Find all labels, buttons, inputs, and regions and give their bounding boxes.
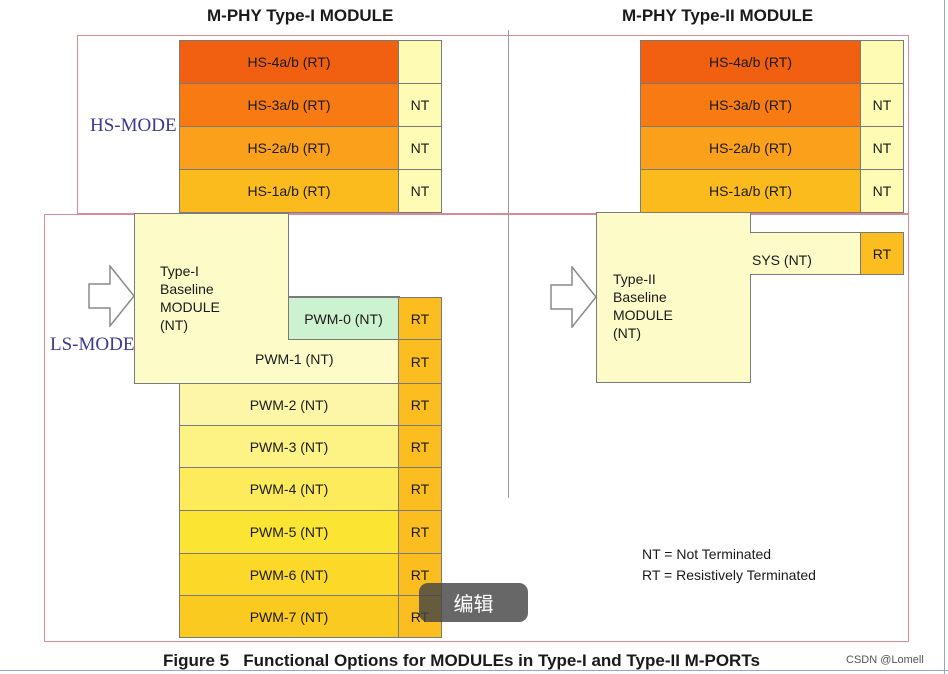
pwm2-term-cell: RT <box>398 383 442 426</box>
type2-hs2-cell: HS-2a/b (RT) <box>640 126 861 170</box>
pwm1-term-cell: RT <box>398 339 442 384</box>
type1-hs4-term-cell <box>398 40 442 84</box>
pwm7-cell: PWM-7 (NT) <box>179 595 399 638</box>
type2-hs1-cell: HS-1a/b (RT) <box>640 169 861 213</box>
type1-hs3-cell: HS-3a/b (RT) <box>179 83 399 127</box>
pwm6-cell: PWM-6 (NT) <box>179 553 399 596</box>
pwm0-term-cell: RT <box>398 297 442 340</box>
type1-hs2-term-cell: NT <box>398 126 442 170</box>
pwm4-cell: PWM-4 (NT) <box>179 467 399 511</box>
pwm3-cell: PWM-3 (NT) <box>179 425 399 468</box>
type1-hs4-cell: HS-4a/b (RT) <box>179 40 399 84</box>
csdn-watermark: CSDN @Lomell <box>846 654 924 666</box>
ls-mode-label: LS-MODE <box>50 334 135 355</box>
hs-mode-region <box>77 35 909 214</box>
type2-hs4-cell: HS-4a/b (RT) <box>640 40 861 84</box>
type2-hs2-term-cell: NT <box>860 126 904 170</box>
pwm1-label: PWM-1 (NT) <box>255 351 334 367</box>
pwm4-term-cell: RT <box>398 467 442 511</box>
type1-baseline-label: Type-I Baseline MODULE (NT) <box>160 263 220 333</box>
type1-baseline-block <box>134 213 400 384</box>
type1-ls-arrow-icon <box>88 265 135 327</box>
pwm3-term-cell: RT <box>398 425 442 468</box>
module-divider-line <box>508 30 509 498</box>
type1-hs1-term-cell: NT <box>398 169 442 213</box>
type2-title: M-PHY Type-II MODULE <box>622 6 814 25</box>
edit-button[interactable]: 编辑 <box>419 583 528 622</box>
type1-title: M-PHY Type-I MODULE <box>207 6 394 25</box>
pwm2-cell: PWM-2 (NT) <box>179 383 399 426</box>
ls-mode-region <box>44 214 909 642</box>
type1-hs1-cell: HS-1a/b (RT) <box>179 169 399 213</box>
legend-nt: NT = Not Terminated <box>642 546 772 562</box>
pwm5-term-cell: RT <box>398 510 442 554</box>
figure-caption: Figure 5 Functional Options for MODULEs … <box>163 651 760 670</box>
pwm5-cell: PWM-5 (NT) <box>179 510 399 554</box>
pwm0-cell: PWM-0 (NT) <box>288 297 399 340</box>
sys-term-cell: RT <box>860 232 904 275</box>
legend: NT = Not Terminated RT = Resistively Ter… <box>642 544 816 586</box>
legend-rt: RT = Resistively Terminated <box>642 567 816 583</box>
type2-ls-arrow-icon <box>550 266 597 328</box>
sys-label: SYS (NT) <box>752 252 812 268</box>
type1-hs3-term-cell: NT <box>398 83 442 127</box>
type2-hs1-term-cell: NT <box>860 169 904 213</box>
type2-hs3-cell: HS-3a/b (RT) <box>640 83 861 127</box>
type2-hs4-term-cell <box>860 40 904 84</box>
hs-mode-label: HS-MODE <box>90 115 177 136</box>
type2-hs3-term-cell: NT <box>860 83 904 127</box>
type1-hs2-cell: HS-2a/b (RT) <box>179 126 399 170</box>
type2-baseline-label: Type-II Baseline MODULE (NT) <box>613 271 673 341</box>
